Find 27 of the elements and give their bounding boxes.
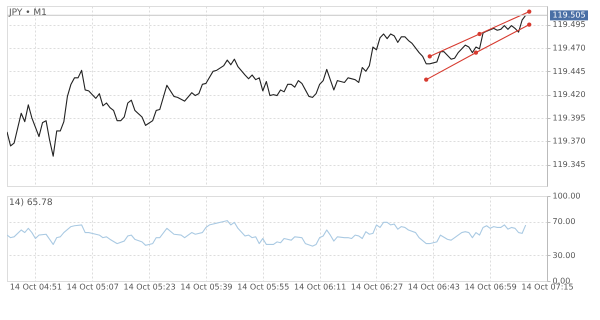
- x-tick-label: 14 Oct 06:43: [408, 282, 460, 292]
- ref-line-label: 119.505: [552, 10, 586, 20]
- x-tick-label: 14 Oct 06:27: [350, 282, 404, 292]
- y-tick-label: 119.495: [552, 20, 586, 30]
- x-tick-label: 14 Oct 05:07: [66, 282, 119, 292]
- x-tick-label: 14 Oct 06:59: [464, 282, 517, 292]
- y-tick-label: 119.420: [552, 90, 586, 100]
- y-tick-label: 70.00: [552, 217, 576, 226]
- chart-title: 14) 65.78: [9, 198, 53, 208]
- x-tick-label: 14 Oct 05:23: [124, 282, 176, 292]
- y-tick-label: 100.00: [552, 192, 580, 200]
- chart-title: JPY • M1: [8, 8, 47, 18]
- x-tick-label: 14 Oct 05:39: [180, 282, 233, 292]
- y-tick-label: 30.00: [552, 251, 576, 260]
- x-tick-label: 14 Oct 05:55: [237, 282, 290, 292]
- x-tick-label: 14 Oct 06:11: [294, 282, 346, 292]
- y-tick-label: 119.370: [552, 136, 586, 146]
- y-tick-label: 119.445: [552, 66, 586, 76]
- point: [477, 32, 482, 36]
- point: [424, 78, 428, 82]
- y-tick-label: 119.470: [552, 43, 586, 52]
- point: [527, 22, 532, 27]
- x-tick-label: 14 Oct 07:15: [521, 282, 574, 292]
- point: [527, 9, 532, 14]
- y-tick-label: 119.345: [552, 160, 586, 170]
- y-tick-label: 119.395: [552, 113, 586, 122]
- x-tick-label: 14 Oct 04:51: [10, 282, 62, 292]
